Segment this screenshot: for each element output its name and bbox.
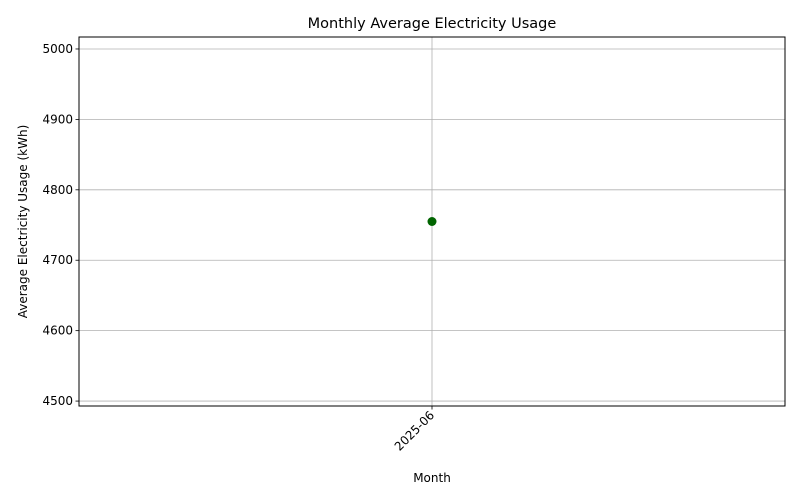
x-axis: 2025-06 (392, 406, 437, 454)
y-axis: 4500 4600 4700 4800 4900 5000 (42, 42, 79, 408)
y-tick-label: 4600 (42, 324, 73, 338)
chart-title: Monthly Average Electricity Usage (308, 16, 557, 32)
y-tick-label: 4800 (42, 183, 73, 197)
y-tick-label: 4700 (42, 253, 73, 267)
grid (79, 37, 785, 406)
y-axis-label: Average Electricity Usage (kWh) (16, 125, 30, 319)
y-tick-label: 4500 (42, 394, 73, 408)
x-tick-label: 2025-06 (392, 408, 437, 453)
x-axis-label: Month (413, 471, 451, 485)
y-tick-label: 5000 (42, 42, 73, 56)
data-series (427, 217, 437, 226)
y-tick-label: 4900 (42, 112, 73, 126)
data-point (427, 217, 437, 226)
